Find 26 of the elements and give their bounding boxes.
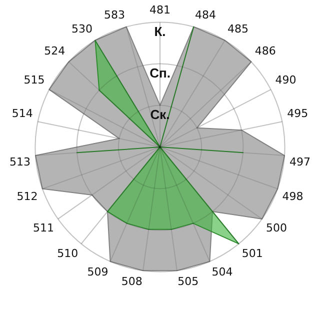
spoke-label: 524 [44, 44, 66, 58]
spoke-label: 500 [266, 221, 288, 234]
spoke-label: 511 [32, 221, 54, 234]
y-tick-label: Ск. [150, 106, 170, 122]
spoke-label: 481 [150, 3, 170, 16]
spoke-label: 515 [24, 74, 45, 87]
spoke-label: 490 [275, 74, 296, 87]
spoke-label: 505 [178, 275, 199, 288]
spoke-label: 508 [121, 275, 142, 288]
spoke-label: 495 [287, 106, 308, 120]
y-tick-label: Сп. [150, 65, 170, 80]
spoke-label: 583 [104, 8, 125, 22]
y-tick-label: К. [154, 24, 166, 39]
spoke-label: 530 [72, 22, 93, 36]
spoke-label: 484 [195, 8, 216, 22]
spoke-label: 510 [57, 247, 78, 260]
spoke-label: 513 [10, 155, 31, 168]
spoke-label: 514 [12, 106, 33, 120]
spoke-label: 497 [289, 155, 310, 168]
spoke-label: 512 [16, 190, 38, 203]
spoke-label: 501 [242, 247, 263, 260]
spoke-label: 486 [254, 44, 276, 58]
spoke-label: 504 [212, 266, 233, 279]
spoke-label: 498 [282, 190, 304, 203]
spoke-label: 509 [87, 266, 108, 279]
spoke-label: 485 [227, 22, 248, 36]
